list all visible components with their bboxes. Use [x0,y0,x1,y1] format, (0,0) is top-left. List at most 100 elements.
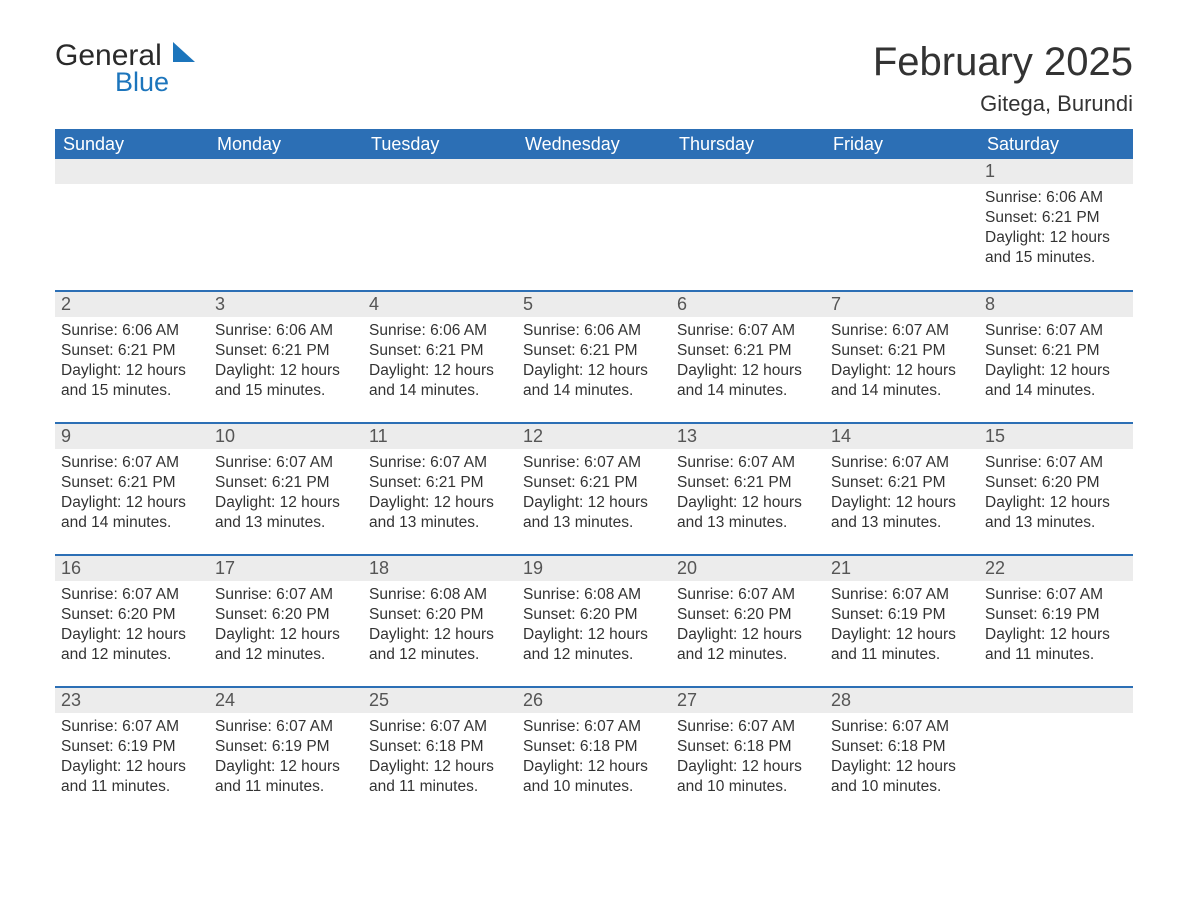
calendar-day-cell: 7Sunrise: 6:07 AMSunset: 6:21 PMDaylight… [825,291,979,423]
sunset-line: Sunset: 6:20 PM [369,605,511,625]
day-number: 20 [671,556,825,581]
sunrise-line: Sunrise: 6:06 AM [523,321,665,341]
sunset-line: Sunset: 6:18 PM [677,737,819,757]
sunrise-line: Sunrise: 6:07 AM [215,453,357,473]
col-header: Saturday [979,129,1133,159]
daylight-line2: and 14 minutes. [523,381,665,401]
sunrise-line: Sunrise: 6:07 AM [215,717,357,737]
calendar-day-cell [209,159,363,291]
daylight-line2: and 12 minutes. [215,645,357,665]
day-body: Sunrise: 6:07 AMSunset: 6:20 PMDaylight:… [209,581,363,670]
day-number: 12 [517,424,671,449]
day-number: 2 [55,292,209,317]
sunset-line: Sunset: 6:19 PM [985,605,1127,625]
sunrise-line: Sunrise: 6:07 AM [677,585,819,605]
day-body: Sunrise: 6:07 AMSunset: 6:19 PMDaylight:… [55,713,209,802]
day-body: Sunrise: 6:06 AMSunset: 6:21 PMDaylight:… [517,317,671,406]
day-body: Sunrise: 6:07 AMSunset: 6:18 PMDaylight:… [825,713,979,802]
daylight-line2: and 10 minutes. [523,777,665,797]
calendar-day-cell: 6Sunrise: 6:07 AMSunset: 6:21 PMDaylight… [671,291,825,423]
daylight-line1: Daylight: 12 hours [677,493,819,513]
sunset-line: Sunset: 6:21 PM [369,341,511,361]
sunset-line: Sunset: 6:20 PM [985,473,1127,493]
sunrise-line: Sunrise: 6:07 AM [985,585,1127,605]
sunset-line: Sunset: 6:21 PM [677,473,819,493]
daylight-line2: and 13 minutes. [369,513,511,533]
day-body: Sunrise: 6:07 AMSunset: 6:21 PMDaylight:… [979,317,1133,406]
sunrise-line: Sunrise: 6:07 AM [985,453,1127,473]
sunset-line: Sunset: 6:21 PM [215,473,357,493]
sunset-line: Sunset: 6:21 PM [523,341,665,361]
calendar-day-cell [979,687,1133,819]
calendar-table: Sunday Monday Tuesday Wednesday Thursday… [55,129,1133,819]
day-number [55,159,209,184]
sunrise-line: Sunrise: 6:07 AM [523,717,665,737]
calendar-week-row: 9Sunrise: 6:07 AMSunset: 6:21 PMDaylight… [55,423,1133,555]
daylight-line2: and 11 minutes. [369,777,511,797]
sunrise-line: Sunrise: 6:08 AM [523,585,665,605]
daylight-line2: and 14 minutes. [985,381,1127,401]
day-body [671,184,825,192]
day-body: Sunrise: 6:06 AMSunset: 6:21 PMDaylight:… [55,317,209,406]
calendar-day-cell: 1Sunrise: 6:06 AMSunset: 6:21 PMDaylight… [979,159,1133,291]
day-number [517,159,671,184]
daylight-line1: Daylight: 12 hours [523,361,665,381]
calendar-day-cell: 25Sunrise: 6:07 AMSunset: 6:18 PMDayligh… [363,687,517,819]
sunrise-line: Sunrise: 6:07 AM [985,321,1127,341]
sunset-line: Sunset: 6:21 PM [985,341,1127,361]
sunset-line: Sunset: 6:21 PM [831,473,973,493]
sunrise-line: Sunrise: 6:07 AM [61,585,203,605]
day-body: Sunrise: 6:08 AMSunset: 6:20 PMDaylight:… [517,581,671,670]
col-header: Sunday [55,129,209,159]
daylight-line2: and 13 minutes. [677,513,819,533]
day-body [55,184,209,192]
calendar-location: Gitega, Burundi [873,91,1133,117]
title-block: February 2025 Gitega, Burundi [873,40,1133,117]
day-body: Sunrise: 6:07 AMSunset: 6:19 PMDaylight:… [825,581,979,670]
sunset-line: Sunset: 6:20 PM [61,605,203,625]
daylight-line1: Daylight: 12 hours [985,228,1127,248]
daylight-line2: and 15 minutes. [61,381,203,401]
day-body [209,184,363,192]
calendar-day-cell: 23Sunrise: 6:07 AMSunset: 6:19 PMDayligh… [55,687,209,819]
sunrise-line: Sunrise: 6:06 AM [61,321,203,341]
daylight-line1: Daylight: 12 hours [985,493,1127,513]
calendar-body: 1Sunrise: 6:06 AMSunset: 6:21 PMDaylight… [55,159,1133,819]
sunrise-line: Sunrise: 6:06 AM [369,321,511,341]
day-body [825,184,979,192]
calendar-day-cell: 2Sunrise: 6:06 AMSunset: 6:21 PMDaylight… [55,291,209,423]
day-number: 21 [825,556,979,581]
day-body: Sunrise: 6:07 AMSunset: 6:18 PMDaylight:… [671,713,825,802]
sunset-line: Sunset: 6:19 PM [61,737,203,757]
day-body: Sunrise: 6:07 AMSunset: 6:21 PMDaylight:… [363,449,517,538]
daylight-line1: Daylight: 12 hours [677,757,819,777]
sunset-line: Sunset: 6:20 PM [523,605,665,625]
day-body: Sunrise: 6:07 AMSunset: 6:21 PMDaylight:… [671,317,825,406]
sunrise-line: Sunrise: 6:07 AM [831,453,973,473]
day-number: 8 [979,292,1133,317]
daylight-line2: and 13 minutes. [523,513,665,533]
day-body: Sunrise: 6:07 AMSunset: 6:20 PMDaylight:… [55,581,209,670]
day-body: Sunrise: 6:07 AMSunset: 6:20 PMDaylight:… [671,581,825,670]
daylight-line1: Daylight: 12 hours [985,625,1127,645]
day-number [363,159,517,184]
day-number: 5 [517,292,671,317]
daylight-line1: Daylight: 12 hours [985,361,1127,381]
sunset-line: Sunset: 6:21 PM [985,208,1127,228]
day-body: Sunrise: 6:07 AMSunset: 6:21 PMDaylight:… [55,449,209,538]
daylight-line2: and 12 minutes. [61,645,203,665]
day-number: 27 [671,688,825,713]
day-number: 23 [55,688,209,713]
sunset-line: Sunset: 6:21 PM [523,473,665,493]
calendar-day-cell: 12Sunrise: 6:07 AMSunset: 6:21 PMDayligh… [517,423,671,555]
sunrise-line: Sunrise: 6:08 AM [369,585,511,605]
daylight-line2: and 11 minutes. [831,645,973,665]
daylight-line1: Daylight: 12 hours [523,625,665,645]
calendar-day-cell: 16Sunrise: 6:07 AMSunset: 6:20 PMDayligh… [55,555,209,687]
day-body: Sunrise: 6:07 AMSunset: 6:21 PMDaylight:… [671,449,825,538]
calendar-day-cell: 14Sunrise: 6:07 AMSunset: 6:21 PMDayligh… [825,423,979,555]
day-body: Sunrise: 6:08 AMSunset: 6:20 PMDaylight:… [363,581,517,670]
day-number [671,159,825,184]
sunset-line: Sunset: 6:21 PM [677,341,819,361]
daylight-line1: Daylight: 12 hours [831,625,973,645]
